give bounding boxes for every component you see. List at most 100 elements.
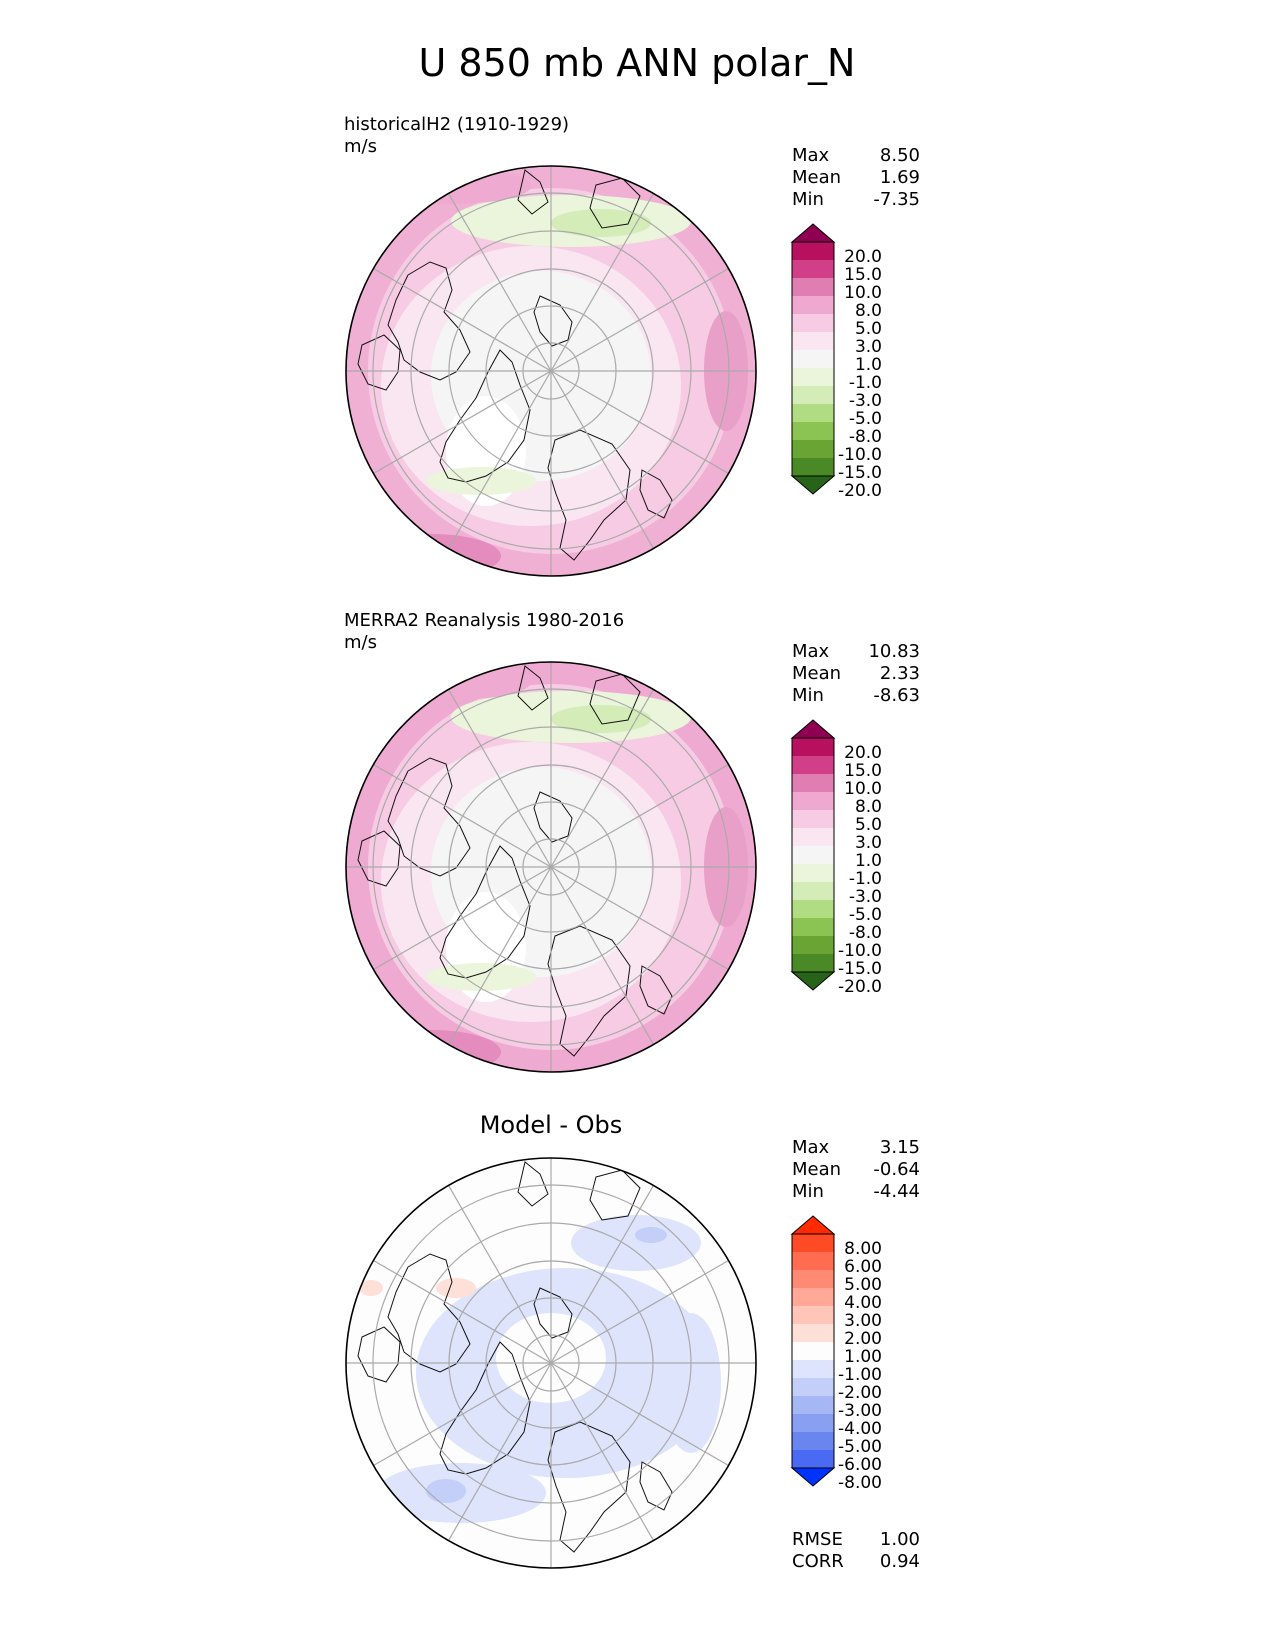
coastline	[533, 1287, 573, 1339]
stat-label: Max	[792, 1137, 830, 1158]
map-boundary	[345, 165, 757, 577]
field-band	[361, 1030, 501, 1072]
coastline	[547, 429, 631, 561]
colorbar-tick-label: -5.00	[838, 1437, 882, 1457]
colorbar: 20.015.010.08.05.03.01.0-1.0-3.0-5.0-8.0…	[790, 223, 882, 501]
colorbar-segment	[792, 1450, 834, 1468]
map-boundary	[345, 661, 757, 1073]
colorbar-tick-label: -1.00	[838, 1365, 882, 1385]
colorbar-tick-label: 5.00	[844, 1275, 882, 1295]
coastline	[547, 1421, 631, 1553]
coastline	[517, 1161, 549, 1207]
colorbar-frame	[791, 1233, 835, 1469]
colorbar-segment	[792, 278, 834, 296]
colorbar-segment	[792, 882, 834, 900]
colorbar-segment	[792, 260, 834, 278]
stat-value: 1.69	[880, 167, 920, 188]
colorbar-extend-max	[790, 719, 836, 739]
colorbar-segment	[792, 1360, 834, 1378]
stat-label: RMSE	[792, 1529, 843, 1550]
graticule	[346, 166, 756, 576]
coastline	[357, 830, 401, 887]
polar-map	[346, 662, 756, 1072]
meridian-line	[447, 689, 655, 1045]
colorbar-extend-max	[790, 223, 836, 243]
figure-title: U 850 mb ANN polar_N	[419, 41, 856, 85]
colorbar-segment	[792, 1234, 834, 1252]
colorbar-segment	[792, 386, 834, 404]
colorbar-tick-label: -5.0	[849, 409, 882, 429]
colorbar-segment	[792, 314, 834, 332]
colorbar-segment	[792, 1342, 834, 1360]
colorbar-segment	[792, 1306, 834, 1324]
polar-map	[346, 166, 756, 576]
coastline	[533, 295, 573, 347]
stat-value: 2.33	[880, 663, 920, 684]
coastline	[639, 1461, 673, 1511]
colorbar-tick-label: 20.0	[844, 247, 882, 267]
colorbar-tick-label: -8.0	[849, 923, 882, 943]
colorbar-tick-label: -3.0	[849, 391, 882, 411]
stat-label: Mean	[792, 167, 841, 188]
colorbar-tick-label: -20.0	[838, 481, 882, 501]
stat-label: Mean	[792, 1159, 841, 1180]
colorbar-segment	[792, 864, 834, 882]
colorbar-segment	[792, 296, 834, 314]
coastline	[639, 469, 673, 519]
colorbar: 20.015.010.08.05.03.01.0-1.0-3.0-5.0-8.0…	[790, 719, 882, 997]
coastline	[357, 1326, 401, 1383]
colorbar-tick-label: 8.00	[844, 1239, 882, 1259]
colorbar-tick-label: -1.0	[849, 373, 882, 393]
panel-title: MERRA2 Reanalysis 1980-2016	[344, 610, 624, 631]
stat-label: Mean	[792, 663, 841, 684]
panel-diff: Model - Obs Max 3.15 Mean -0.64 Min -4.44 RMSE 1…	[345, 1111, 920, 1572]
colorbar-segment	[792, 918, 834, 936]
colorbar-segment	[792, 774, 834, 792]
colorbar-tick-label: -4.00	[838, 1419, 882, 1439]
field-band	[426, 1479, 466, 1503]
stat-value: -7.35	[873, 189, 920, 210]
colorbar-segment	[792, 242, 834, 260]
field-band	[571, 1215, 701, 1271]
field-band	[551, 209, 651, 237]
meridian-line	[447, 1185, 655, 1541]
colorbar-tick-label: -8.00	[838, 1473, 882, 1493]
stat-label: Max	[792, 641, 830, 662]
coastline	[517, 665, 549, 711]
stat-value: 0.94	[880, 1551, 920, 1572]
colorbar-tick-label: 1.00	[844, 1347, 882, 1367]
colorbar-segment	[792, 422, 834, 440]
colorbar-tick-label: -1.0	[849, 869, 882, 889]
field-band	[361, 534, 501, 576]
colorbar-extend-max	[790, 1215, 836, 1235]
colorbar-tick-label: -8.0	[849, 427, 882, 447]
colorbar-extend-min	[790, 971, 836, 991]
colorbar-tick-label: -3.00	[838, 1401, 882, 1421]
stat-label: CORR	[792, 1551, 844, 1572]
panel-title: historicalH2 (1910-1929)	[344, 114, 569, 135]
coastline	[639, 965, 673, 1015]
colorbar-tick-label: 6.00	[844, 1257, 882, 1277]
colorbar: 8.006.005.004.003.002.001.00-1.00-2.00-3…	[790, 1215, 882, 1493]
graticule	[346, 1158, 756, 1568]
colorbar-tick-label: -15.0	[838, 959, 882, 979]
stat-value: 3.15	[880, 1137, 920, 1158]
meridian-line	[447, 193, 655, 549]
coastline	[533, 791, 573, 843]
colorbar-tick-label: 3.0	[855, 833, 882, 853]
colorbar-segment	[792, 846, 834, 864]
colorbar-segment	[792, 954, 834, 972]
coastline	[357, 334, 401, 391]
colorbar-segment	[792, 756, 834, 774]
field-band	[426, 467, 536, 495]
colorbar-tick-label: 3.00	[844, 1311, 882, 1331]
colorbar-tick-label: -20.0	[838, 977, 882, 997]
colorbar-tick-label: 10.0	[844, 779, 882, 799]
stat-value: 1.00	[880, 1529, 920, 1550]
colorbar-tick-label: 5.0	[855, 319, 882, 339]
colorbar-segment	[792, 1432, 834, 1450]
colorbar-tick-label: 2.00	[844, 1329, 882, 1349]
colorbar-segment	[792, 828, 834, 846]
colorbar-tick-label: 4.00	[844, 1293, 882, 1313]
